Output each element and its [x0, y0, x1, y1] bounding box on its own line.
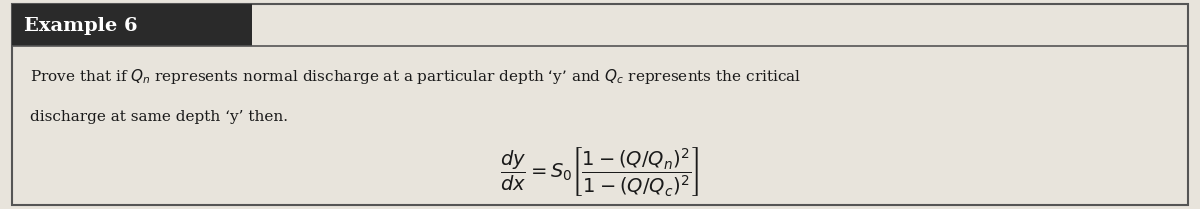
Text: discharge at same depth ‘y’ then.: discharge at same depth ‘y’ then.: [30, 110, 288, 124]
FancyBboxPatch shape: [12, 4, 1188, 205]
FancyBboxPatch shape: [12, 4, 252, 46]
Text: Example 6: Example 6: [24, 17, 138, 35]
Text: Prove that if $Q_n$ represents normal discharge at a particular depth ‘y’ and $Q: Prove that if $Q_n$ represents normal di…: [30, 67, 802, 86]
Text: $\dfrac{dy}{dx} = S_0 \left[\dfrac{1-(Q/Q_n)^2}{1-(Q/Q_c)^2}\right]$: $\dfrac{dy}{dx} = S_0 \left[\dfrac{1-(Q/…: [500, 145, 700, 198]
